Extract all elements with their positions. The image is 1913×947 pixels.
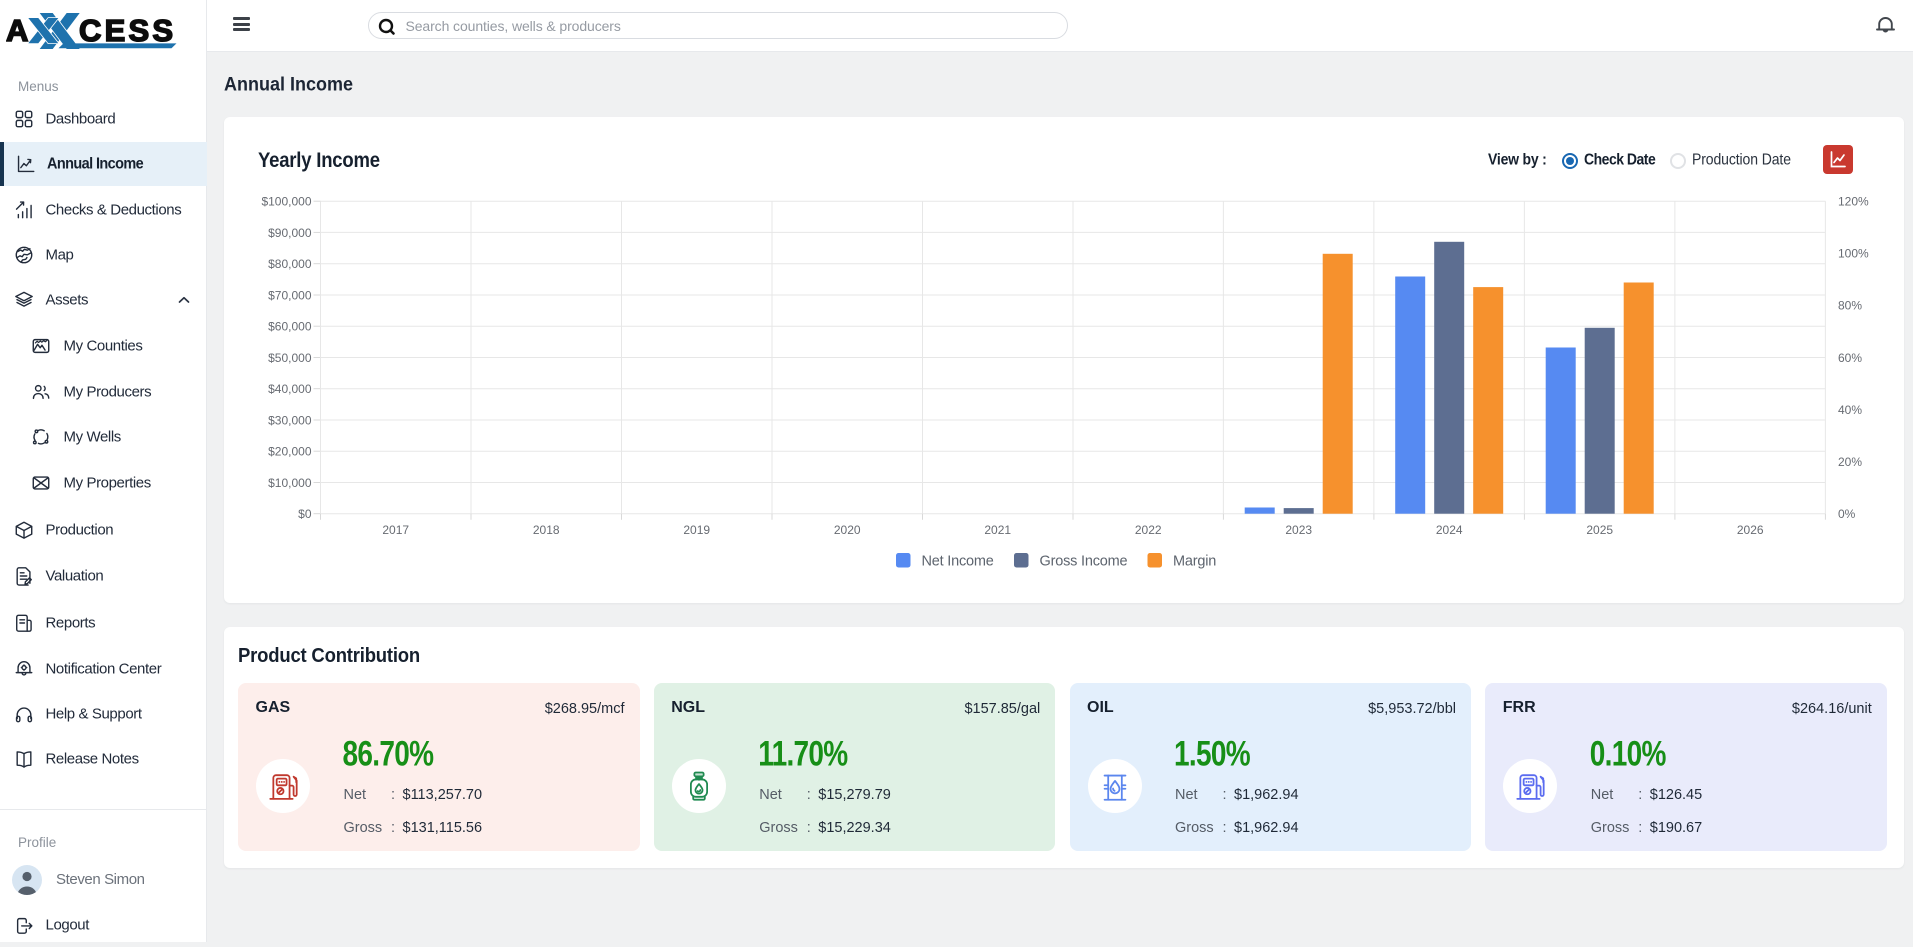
svg-text:Gross Income: Gross Income	[1040, 554, 1128, 570]
svg-text:$70,000: $70,000	[268, 288, 312, 302]
svg-text:20%: 20%	[1838, 455, 1862, 469]
svg-text:2022: 2022	[1135, 523, 1162, 537]
svg-text:Margin: Margin	[1173, 554, 1216, 570]
svg-text:2021: 2021	[984, 523, 1011, 537]
svg-text:CESS: CESS	[79, 13, 176, 48]
svg-text:2017: 2017	[382, 523, 409, 537]
svg-text:40%: 40%	[1838, 403, 1862, 417]
svg-text:A: A	[6, 13, 28, 48]
svg-text:80%: 80%	[1838, 299, 1862, 313]
svg-text:Net Income: Net Income	[922, 554, 994, 570]
svg-text:$50,000: $50,000	[268, 351, 312, 365]
svg-text:2023: 2023	[1285, 523, 1312, 537]
svg-text:$80,000: $80,000	[268, 257, 312, 271]
svg-text:2024: 2024	[1436, 523, 1463, 537]
svg-text:120%: 120%	[1838, 195, 1869, 209]
svg-text:$40,000: $40,000	[268, 382, 312, 396]
svg-text:2019: 2019	[683, 523, 710, 537]
svg-text:2018: 2018	[533, 523, 560, 537]
svg-text:$60,000: $60,000	[268, 320, 312, 334]
svg-text:2026: 2026	[1737, 523, 1764, 537]
svg-text:100%: 100%	[1838, 247, 1869, 261]
svg-text:2025: 2025	[1586, 523, 1613, 537]
svg-text:$20,000: $20,000	[268, 445, 312, 459]
svg-text:$100,000: $100,000	[261, 195, 311, 209]
svg-text:$10,000: $10,000	[268, 476, 312, 490]
svg-text:2020: 2020	[834, 523, 861, 537]
svg-text:$90,000: $90,000	[268, 226, 312, 240]
svg-text:0%: 0%	[1838, 507, 1856, 521]
svg-text:$30,000: $30,000	[268, 413, 312, 427]
svg-text:$0: $0	[298, 507, 312, 521]
svg-text:60%: 60%	[1838, 351, 1862, 365]
